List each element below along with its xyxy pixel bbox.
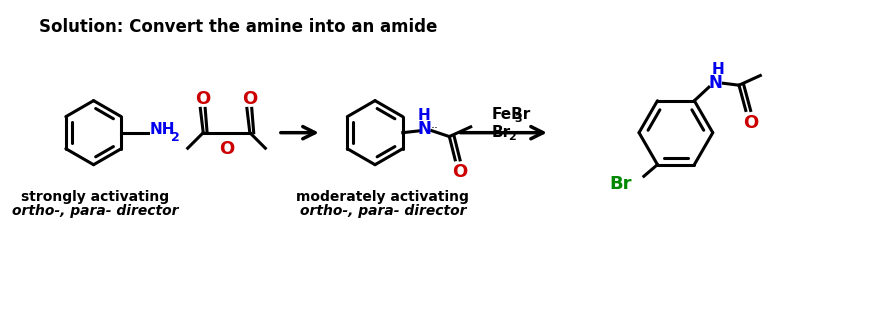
- Text: moderately activating: moderately activating: [296, 190, 468, 204]
- Text: O: O: [196, 90, 210, 108]
- Text: O: O: [242, 90, 257, 108]
- Text: ··: ··: [430, 122, 438, 135]
- Text: NH: NH: [149, 122, 175, 137]
- Text: 3: 3: [514, 114, 521, 124]
- Text: strongly activating: strongly activating: [22, 190, 169, 204]
- Text: O: O: [452, 163, 468, 181]
- Text: Solution: Convert the amine into an amide: Solution: Convert the amine into an amid…: [39, 18, 437, 36]
- Text: ortho-, para- director: ortho-, para- director: [12, 204, 178, 218]
- Text: N: N: [417, 120, 430, 138]
- Text: O: O: [219, 140, 234, 158]
- Text: Br: Br: [491, 125, 510, 140]
- Text: FeBr: FeBr: [491, 107, 530, 122]
- Text: 2: 2: [170, 131, 179, 144]
- Text: Br: Br: [608, 175, 631, 193]
- Text: O: O: [742, 114, 758, 132]
- Text: H: H: [711, 62, 723, 77]
- Text: 2: 2: [507, 131, 515, 142]
- Text: H: H: [417, 108, 430, 123]
- Text: N: N: [708, 74, 722, 92]
- Text: ortho-, para- director: ortho-, para- director: [299, 204, 466, 218]
